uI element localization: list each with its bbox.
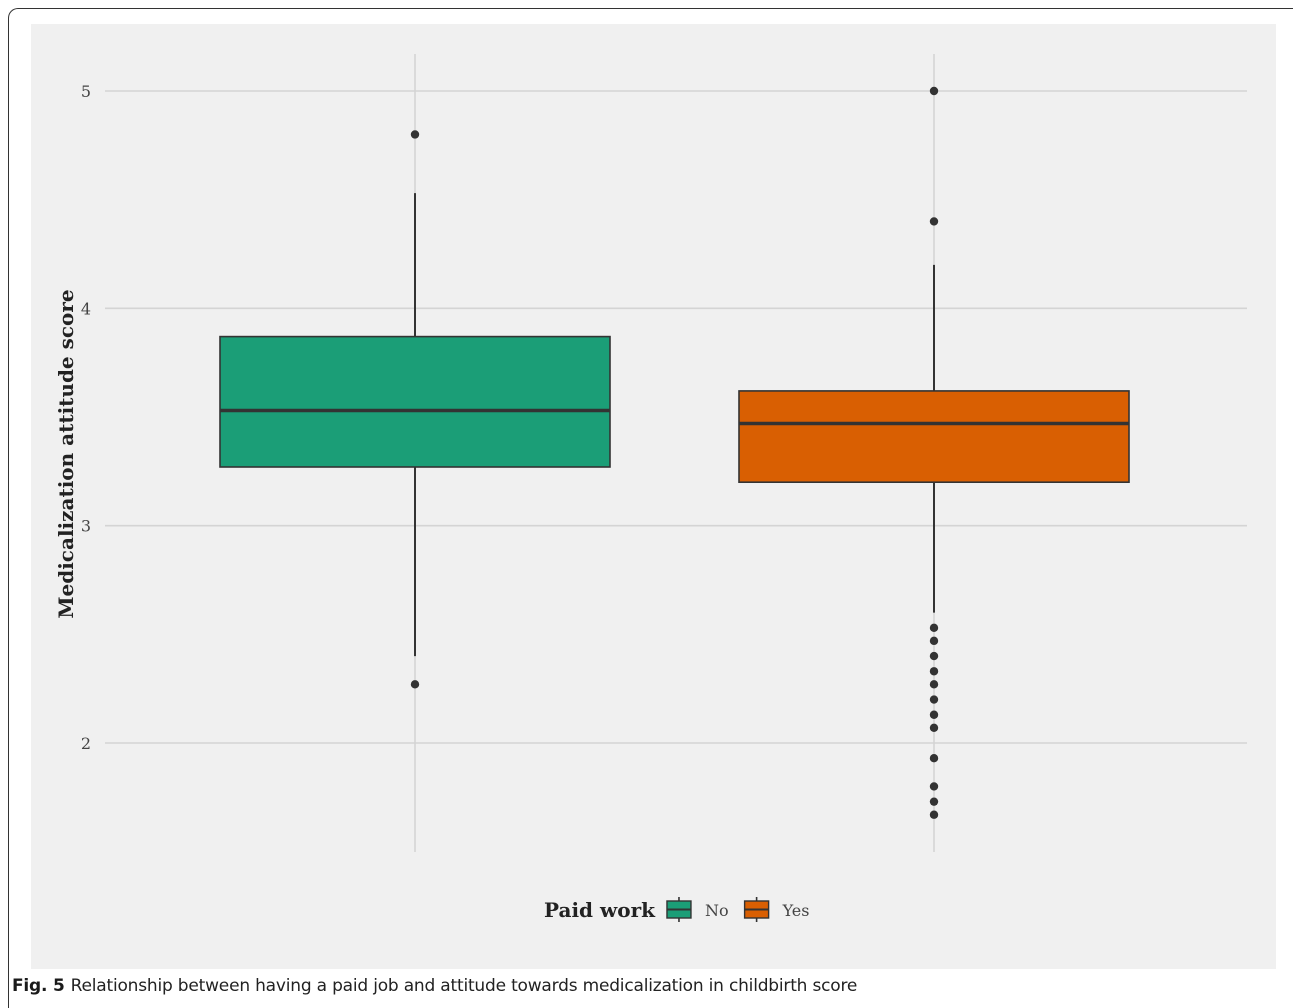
box-no xyxy=(219,130,611,689)
y-tick-label: 5 xyxy=(81,82,91,101)
legend-label: Yes xyxy=(782,901,810,920)
outlier-point xyxy=(929,651,939,661)
outlier-point xyxy=(929,723,939,732)
boxplot-chart: 2 3 4 5 Medicalization attitude score Paid … xyxy=(31,24,1276,969)
figure-label: Fig. 5 xyxy=(12,976,65,996)
legend-title: Paid work xyxy=(544,898,656,922)
y-axis-title: Medicalization attitude score xyxy=(54,289,78,618)
outlier-point xyxy=(929,680,939,689)
iqr-box xyxy=(738,390,1130,484)
outlier-point xyxy=(929,797,939,806)
figure-caption: Fig. 5 Relationship between having a paid… xyxy=(12,976,857,996)
outlier-point xyxy=(929,636,939,646)
legend-label: No xyxy=(705,901,729,920)
iqr-box xyxy=(219,335,611,468)
outlier-point xyxy=(929,217,939,226)
box-yes xyxy=(738,86,1130,819)
boxes xyxy=(219,86,1130,819)
legend-key-no: No xyxy=(666,897,729,922)
outlier-point xyxy=(929,754,939,763)
figure-frame xyxy=(8,8,1293,1008)
y-tick-label: 3 xyxy=(81,517,91,536)
outlier-point xyxy=(929,782,939,791)
outlier-point xyxy=(410,680,420,689)
outlier-point xyxy=(929,86,939,96)
y-tick-labels: 2 3 4 5 xyxy=(81,82,91,753)
plot-background xyxy=(31,24,1276,969)
outlier-point xyxy=(929,810,939,819)
outlier-point xyxy=(929,710,939,719)
figure-caption-text: Relationship between having a paid job a… xyxy=(70,976,858,996)
outlier-point xyxy=(929,695,939,704)
y-tick-label: 2 xyxy=(81,734,91,753)
outlier-point xyxy=(929,623,939,633)
outlier-point xyxy=(929,667,939,676)
legend: Paid work No Yes xyxy=(544,897,809,922)
legend-key-yes: Yes xyxy=(743,897,810,922)
outlier-point xyxy=(410,130,420,139)
y-tick-label: 4 xyxy=(81,299,91,318)
